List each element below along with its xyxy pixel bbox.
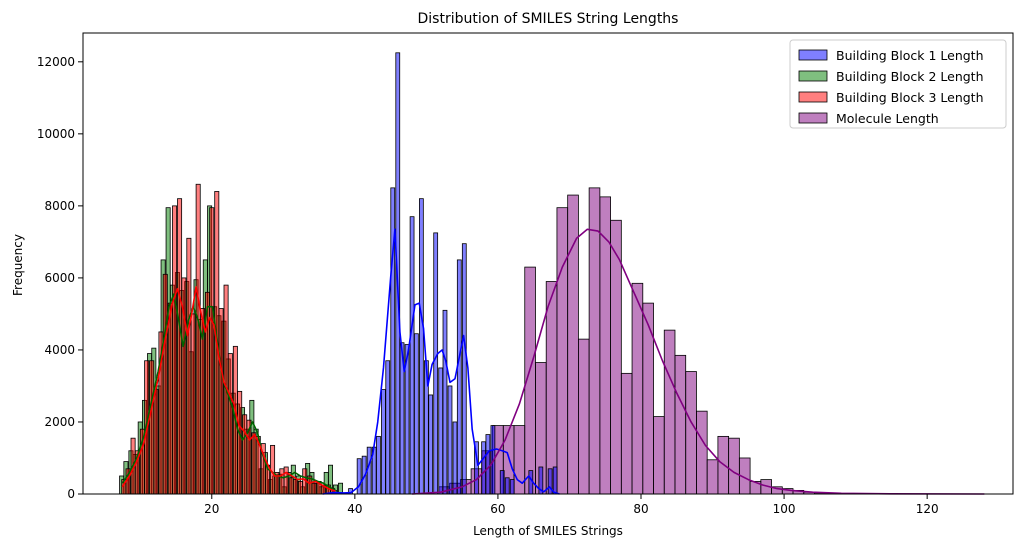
building-block-1-length-bar xyxy=(357,459,361,494)
legend-label: Building Block 1 Length xyxy=(836,48,984,63)
building-block-3-length-bar xyxy=(210,208,214,494)
legend: Building Block 1 Length Building Block 2 … xyxy=(790,40,1006,128)
y-tick-label: 6000 xyxy=(44,271,75,285)
molecule-length-bar xyxy=(664,330,675,494)
building-block-1-length-bar xyxy=(429,395,433,494)
building-block-1-length-bar xyxy=(448,386,452,494)
legend-label: Molecule Length xyxy=(836,111,939,126)
building-block-3-length-bar xyxy=(168,303,172,494)
y-tick-label: 4000 xyxy=(44,343,75,357)
y-tick-label: 10000 xyxy=(37,127,75,141)
molecule-length-bar xyxy=(675,355,686,494)
building-block-3-length-bar xyxy=(293,480,297,494)
building-block-3-length-bar xyxy=(172,206,176,494)
molecule-length-bar xyxy=(568,195,579,494)
building-block-3-length-bar xyxy=(191,314,195,494)
molecule-length-bar xyxy=(654,417,665,494)
building-block-1-length-bar xyxy=(453,422,457,494)
building-block-3-length-bar xyxy=(163,274,167,494)
building-block-1-length-bar xyxy=(505,478,509,494)
building-block-1-length-bar xyxy=(376,436,380,494)
molecule-length-bar xyxy=(578,339,589,494)
building-block-3-length-bar xyxy=(252,433,256,494)
molecule-length-bar xyxy=(514,426,525,494)
legend-swatch xyxy=(799,92,827,102)
legend-swatch xyxy=(799,50,827,60)
molecule-length-bar xyxy=(632,283,643,494)
building-block-3-length-bar xyxy=(312,483,316,494)
molecule-length-bar xyxy=(643,303,654,494)
legend-label: Building Block 3 Length xyxy=(836,90,984,105)
building-block-1-length-bar xyxy=(482,442,486,494)
building-block-1-length-bar xyxy=(510,480,514,494)
building-block-3-length-bar xyxy=(150,361,154,494)
molecule-length-bar xyxy=(729,438,740,494)
building-block-3-length-bar xyxy=(219,309,223,494)
y-tick-label: 12000 xyxy=(37,55,75,69)
x-tick-label: 100 xyxy=(773,502,796,516)
molecule-length-bar xyxy=(621,373,632,494)
building-block-1-length-bar xyxy=(486,435,490,494)
building-block-1-length-bar xyxy=(553,467,557,494)
building-block-3-length-bar xyxy=(243,415,247,494)
molecule-length-bar xyxy=(686,372,697,494)
building-block-3-length-bar xyxy=(154,390,158,494)
y-axis-label: Frequency xyxy=(11,234,25,296)
building-block-1-length-bar xyxy=(419,199,423,494)
x-tick-label: 60 xyxy=(490,502,505,516)
building-block-1-length-bar xyxy=(434,233,438,494)
legend-swatch xyxy=(799,113,827,123)
chart-title: Distribution of SMILES String Lengths xyxy=(418,11,679,27)
building-block-3-length-bar xyxy=(238,391,242,494)
building-block-3-length-bar xyxy=(196,184,200,494)
building-block-3-length-bar xyxy=(284,467,288,494)
y-tick-label: 8000 xyxy=(44,199,75,213)
x-tick-label: 80 xyxy=(633,502,648,516)
building-block-3-length-bar xyxy=(280,469,284,494)
legend-label: Building Block 2 Length xyxy=(836,69,984,84)
molecule-length-bar xyxy=(707,460,718,494)
building-block-1-length-bar xyxy=(462,244,466,494)
molecule-length-bar xyxy=(557,208,568,494)
molecule-length-bar xyxy=(589,188,600,494)
legend-swatch xyxy=(799,71,827,81)
molecule-length-bar xyxy=(696,411,707,494)
building-block-1-length-bar xyxy=(439,368,443,494)
building-block-1-length-bar xyxy=(414,334,418,494)
bars-layer xyxy=(120,53,890,494)
building-block-3-length-bar xyxy=(228,354,232,494)
building-block-1-length-bar xyxy=(443,310,447,494)
building-block-1-length-bar xyxy=(410,217,414,494)
building-block-3-length-bar xyxy=(289,478,293,494)
x-axis-label: Length of SMILES Strings xyxy=(473,524,623,538)
building-block-1-length-bar xyxy=(367,447,371,494)
x-tick-label: 120 xyxy=(916,502,939,516)
y-tick-label: 2000 xyxy=(44,415,75,429)
building-block-1-length-bar xyxy=(386,361,390,494)
building-block-1-length-bar xyxy=(457,260,461,494)
building-block-1-length-bar xyxy=(500,471,504,494)
building-block-3-length-bar xyxy=(178,199,182,494)
building-block-3-length-bar xyxy=(298,481,302,494)
x-tick-label: 40 xyxy=(347,502,362,516)
building-block-1-length-bar xyxy=(381,390,385,494)
y-tick-label: 0 xyxy=(67,487,75,501)
molecule-length-bar xyxy=(546,282,557,494)
x-tick-label: 20 xyxy=(204,502,219,516)
building-block-3-length-bar xyxy=(187,238,191,494)
